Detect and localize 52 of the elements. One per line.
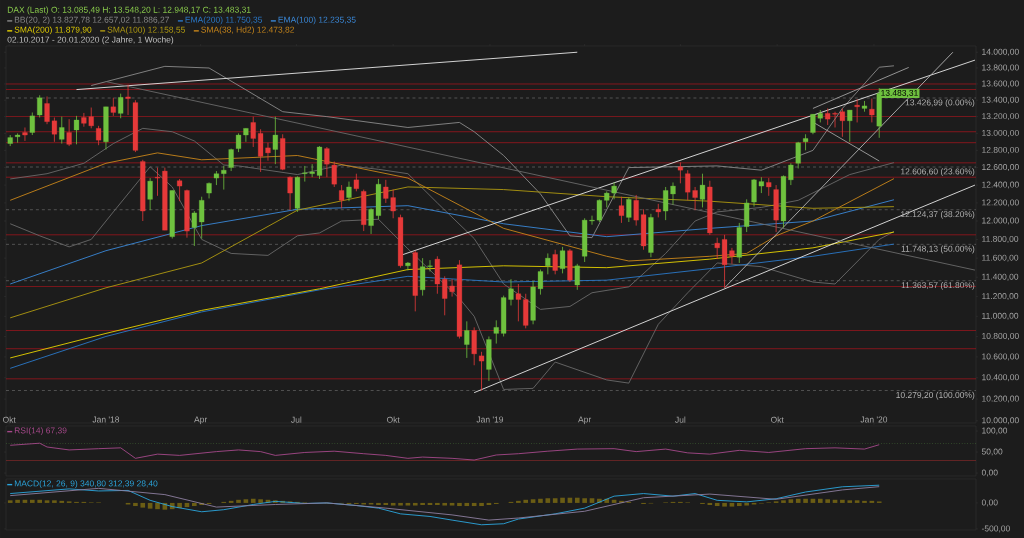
ref-line-label: 11.748,13 (50.00%) [901,245,975,254]
y-tick-label: 13.800,00 [982,64,1019,72]
y-tick-label: 14.000,00 [982,48,1019,56]
y-tick-label: 11.200,00 [982,293,1019,301]
x-tick-label: Jan '20 [860,416,888,423]
y-tick-label: 11.000,00 [982,312,1019,320]
y-tick-label: 13.000,00 [982,129,1019,137]
legend-label: BB(20, 2) 13.827,78 12.657,02 11.886,27 [14,16,169,25]
y-tick-label: 13.200,00 [982,113,1019,121]
y-tick-label: 10.800,00 [982,332,1019,340]
y-tick-label: 13.600,00 [982,80,1019,88]
y-tick-label: 12.200,00 [982,199,1019,207]
y-tick-label: 12.600,00 [982,164,1019,172]
x-tick-label: Okt [386,416,400,423]
legend-label: EMA(200) 11.750,35 [185,16,263,25]
y-tick-label: 50,00 [981,448,1003,456]
x-tick-label: Apr [578,416,592,425]
legend-label: SMA(38, Hd2) 12.473,82 [201,26,295,35]
y-tick-label: 12.000,00 [982,217,1019,225]
legend-label: EMA(100) 12.235,35 [278,16,356,25]
ref-line-label: 12.606,60 (23.60%) [901,168,975,177]
y-tick-label: 10.400,00 [982,374,1019,382]
y-tick-label: 10.000,00 [982,417,1019,425]
ref-line-label: 12.124,37 (38.20%) [901,210,975,219]
y-tick-label: 0,00 [981,469,998,477]
y-tick-label: 100,00 [982,427,1008,435]
ref-line-label: 10.279,20 (100.00%) [896,391,975,400]
y-tick-label: 10.600,00 [982,353,1019,361]
y-tick-label: 12.400,00 [982,181,1019,189]
y-tick-label: 13.400,00 [982,96,1019,104]
chart-title: DAX (Last) O: 13.085,49 H: 13.548,20 L: 12.948,17 C: 13.483,31 [7,6,251,15]
x-tick-label: Okt [770,416,784,423]
y-tick-label: 11.400,00 [982,273,1019,281]
x-tick-label: Jul [291,416,302,423]
x-tick-label: Jan '19 [476,416,504,423]
y-tick-label: 12.800,00 [982,146,1019,154]
y-tick-label: 11.600,00 [982,254,1019,262]
y-tick-label: 11.800,00 [982,235,1019,243]
annotation: 13.483,31 [881,89,918,97]
legend-label: RSI(14) 67,39 [14,427,67,436]
x-tick-label: Apr [194,416,208,425]
y-tick-label: 10.200,00 [982,395,1019,403]
legend-label: SMA(200) 11.879,90 [14,26,92,35]
ref-line-label: 13.426,99 (0.00%) [905,99,975,108]
y-tick-label: 0,00 [981,499,998,507]
legend-label: MACD(12, 26, 9) 340,80 312,39 28,40 [14,480,158,489]
y-tick-label: -500,00 [981,525,1010,533]
chart-subtitle: 02.10.2017 - 20.01.2020 (2 Jahre, 1 Woche) [7,36,174,45]
x-tick-label: Jul [675,416,686,423]
legend-label: SMA(100) 12.158,55 [107,26,185,35]
x-tick-label: Okt [2,416,16,423]
x-tick-label: Jan '18 [92,416,120,423]
